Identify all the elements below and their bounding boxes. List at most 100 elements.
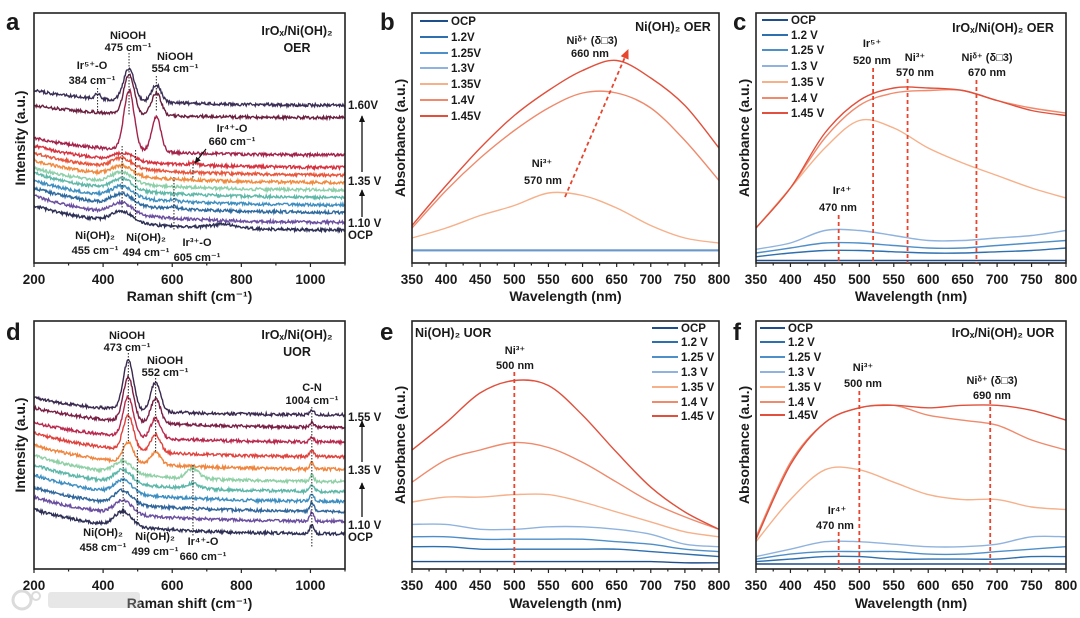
series-group <box>33 67 346 234</box>
annotation-label: Ni³⁺ <box>532 158 553 170</box>
y-axis-label: Intensity (a.u.) <box>12 91 28 186</box>
series-line-trace-6 <box>33 165 346 194</box>
x-tick-label: 600 <box>917 272 940 287</box>
legend-item: 1.35 V <box>760 382 822 394</box>
series-line-trace-4 <box>33 151 346 179</box>
potential-label: 1.35 V <box>348 465 382 477</box>
legend-item: 1.25V <box>420 48 481 60</box>
panel-title: IrOₓ/Ni(OH)₂ OER <box>952 21 1054 35</box>
series-line-1.3V <box>755 535 1067 558</box>
legend-item: 1.2 V <box>652 337 708 349</box>
annotation-value: 660 nm <box>571 48 609 60</box>
annotation-value: 475 cm⁻¹ <box>105 42 152 54</box>
panel-e: 350 400 450 500 550 600 650 700 750 800 Wavelength… <box>380 319 730 611</box>
annotation-label: Ni³⁺ <box>505 345 526 357</box>
series-line-1.35V <box>755 466 1067 543</box>
legend-item: 1.45 V <box>762 108 825 120</box>
series-line-trace-3 <box>33 143 346 172</box>
plot-frame <box>33 12 346 264</box>
annotation-label: Ir⁵⁺ <box>863 38 882 50</box>
pointer-arrow <box>194 148 207 164</box>
y-axis-label: Absorbance (a.u.) <box>736 386 752 504</box>
legend-item: 1.4 V <box>652 397 708 409</box>
peak-annotation: Ni(OH)₂ 494 cm⁻¹ <box>123 150 170 259</box>
peak-annotation: Ni³⁺ 500 nm <box>496 345 534 569</box>
x-tick-label: 400 <box>435 578 458 593</box>
series-line-1.4V <box>411 441 720 530</box>
x-tick-label: 800 <box>230 272 253 287</box>
series-group <box>755 86 1067 262</box>
x-tick-label: 450 <box>469 578 492 593</box>
series-line-trace-5 <box>33 157 346 187</box>
x-tick-label: 600 <box>917 578 940 593</box>
x-axis-label: Wavelength (nm) <box>855 595 967 611</box>
peak-annotation: Ir⁴⁺ 470 nm <box>816 505 854 569</box>
peak-annotation: Ir⁴⁺-O 660 cm⁻¹ <box>180 465 227 563</box>
plot-frame <box>33 320 346 570</box>
panel-letter: e <box>380 319 393 346</box>
panel-a: 200 400 600 800 1000 Raman shift (cm⁻¹) Intens… <box>6 9 382 304</box>
legend-item: OCP <box>760 323 813 335</box>
panel-letter: f <box>733 319 742 346</box>
x-tick-label: 350 <box>401 272 424 287</box>
peak-annotation: Ni(OH)₂ 458 cm⁻¹ <box>80 443 127 554</box>
annotation-value: 554 cm⁻¹ <box>152 63 199 75</box>
x-tick-label: 400 <box>92 578 115 593</box>
peak-annotation: Ni³⁺ 570 nm <box>896 52 934 263</box>
annotation-value: 470 nm <box>819 202 857 214</box>
x-tick-label: 200 <box>23 272 46 287</box>
legend-item: OCP <box>652 323 706 335</box>
legend-item: 1.3 V <box>760 367 815 379</box>
series-group <box>33 359 346 537</box>
x-tick-label: 650 <box>605 578 628 593</box>
legend-item: 1.45 V <box>652 411 715 423</box>
annotation-value: 690 nm <box>973 390 1011 402</box>
x-tick-label: 450 <box>814 578 837 593</box>
x-tick-label: 200 <box>23 578 46 593</box>
legend-label: 1.3 V <box>788 367 815 379</box>
legend-item: 1.35 V <box>762 77 825 89</box>
series-line-trace-1 <box>33 73 346 122</box>
legend-label: 1.3V <box>451 63 475 75</box>
legend-label: OCP <box>791 15 816 27</box>
x-tick-label: 600 <box>161 578 184 593</box>
x-tick-label: 750 <box>674 578 697 593</box>
x-axis-label: Raman shift (cm⁻¹) <box>127 288 253 304</box>
potential-label: 1.55 V <box>348 412 382 424</box>
legend-item: 1.25 V <box>762 45 825 57</box>
peak-annotation: Ir⁵⁺-O 384 cm⁻¹ <box>69 60 116 112</box>
series-line-trace-9 <box>33 494 346 525</box>
x-tick-label: 650 <box>605 272 628 287</box>
annotation-label: C-N <box>302 382 322 394</box>
x-tick-label: 800 <box>1055 272 1078 287</box>
y-axis-label: Intensity (a.u.) <box>12 398 28 493</box>
x-tick-label: 800 <box>708 272 731 287</box>
peak-annotation: Ir³⁺-O 605 cm⁻¹ <box>173 177 221 264</box>
annotation-label: NiOOH <box>147 355 183 367</box>
x-tick-label: 500 <box>848 272 871 287</box>
plot-frame <box>411 320 720 570</box>
annotation-value: 384 cm⁻¹ <box>69 75 116 87</box>
series-line-trace-8 <box>33 179 346 209</box>
panel-f: 350 400 450 500 550 600 650 700 750 800 Wavelength… <box>733 319 1077 611</box>
x-tick-label: 800 <box>1055 578 1078 593</box>
legend-label: 1.2 V <box>681 337 708 349</box>
series-line-1.35V <box>411 191 720 244</box>
x-tick-label: 500 <box>848 578 871 593</box>
series-line-trace-4 <box>33 439 345 474</box>
annotation-label: Ir⁵⁺-O <box>77 60 108 72</box>
panel-letter: d <box>6 319 21 346</box>
legend-label: 1.25V <box>451 48 481 60</box>
series-line-trace-7 <box>33 473 346 505</box>
annotation-value: 470 nm <box>816 520 854 532</box>
annotation-value: 455 cm⁻¹ <box>72 245 119 257</box>
peak-shift-arrow <box>564 49 629 198</box>
annotation-value: 570 nm <box>896 67 934 79</box>
panel-subtitle: OER <box>283 41 310 55</box>
annotation-label: Ir⁴⁺-O <box>188 536 219 548</box>
x-tick-label: 550 <box>883 272 906 287</box>
x-tick-label: 350 <box>401 578 424 593</box>
